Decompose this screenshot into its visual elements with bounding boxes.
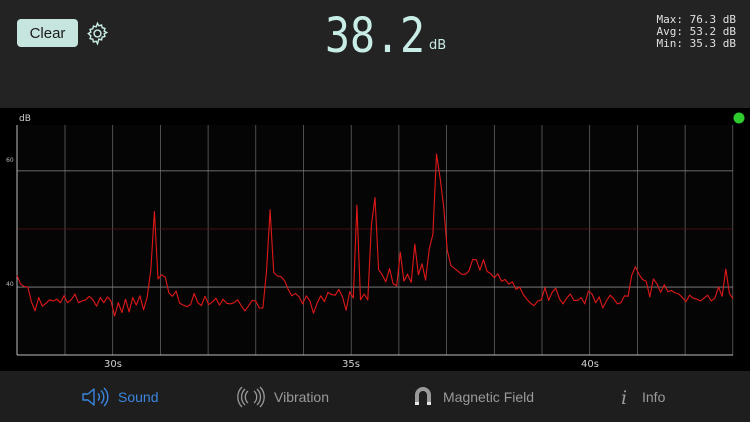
tab-info[interactable]: i Info: [618, 371, 665, 422]
stat-min: Min: 35.3 dB: [656, 37, 736, 50]
speaker-icon: [82, 386, 109, 407]
clear-button[interactable]: Clear: [17, 19, 78, 47]
chart-svg: dB 40 60 30s 35s 40s: [6, 112, 745, 370]
y-axis-label: dB: [19, 114, 31, 124]
x-tick-label-30s: 30s: [104, 359, 122, 370]
tab-sound-label: Sound: [118, 388, 159, 405]
horizontal-gridlines: [17, 170, 733, 288]
sound-level-line: [16, 153, 734, 317]
tab-vibration-label: Vibration: [274, 388, 330, 405]
x-tick-label-35s: 35s: [342, 359, 360, 370]
x-tick-label-40s: 40s: [581, 359, 599, 370]
gear-icon[interactable]: [85, 21, 110, 46]
stat-avg: Avg: 53.2 dB: [656, 25, 736, 38]
decibel-value: 38.2: [325, 10, 425, 58]
decibel-unit: dB: [429, 38, 447, 53]
y-tick-label-40: 40: [6, 281, 14, 288]
vertical-gridlines: [64, 125, 734, 355]
tab-bar: Sound Vibration Magnetic Field i Info: [0, 371, 750, 422]
stats-panel: Max: 76.3 dB Avg: 53.2 dB Min: 35.3 dB: [657, 14, 736, 50]
tab-magnetic-field[interactable]: Magnetic Field: [411, 371, 534, 422]
svg-text:i: i: [621, 387, 627, 409]
sound-chart: dB 40 60 30s 35s 40s: [0, 108, 750, 371]
y-tick-label-60: 60: [6, 157, 14, 164]
tab-vibration[interactable]: Vibration: [236, 371, 329, 422]
status-indicator-icon: [733, 112, 745, 124]
info-icon: i: [621, 387, 627, 409]
tab-info-label: Info: [642, 388, 666, 405]
tab-sound[interactable]: Sound: [80, 371, 158, 422]
decibel-readout: 38.2: [325, 10, 425, 58]
tab-magnetic-field-label: Magnetic Field: [443, 388, 535, 405]
plot-area: [17, 125, 733, 355]
top-bar: Clear 38.2 dB Max: 76.3 dB Avg: 53.2 dB Mi…: [0, 0, 750, 108]
stat-max: Max: 76.3 dB: [656, 13, 736, 26]
vibration-icon: [237, 386, 265, 407]
magnet-icon: [415, 386, 431, 405]
